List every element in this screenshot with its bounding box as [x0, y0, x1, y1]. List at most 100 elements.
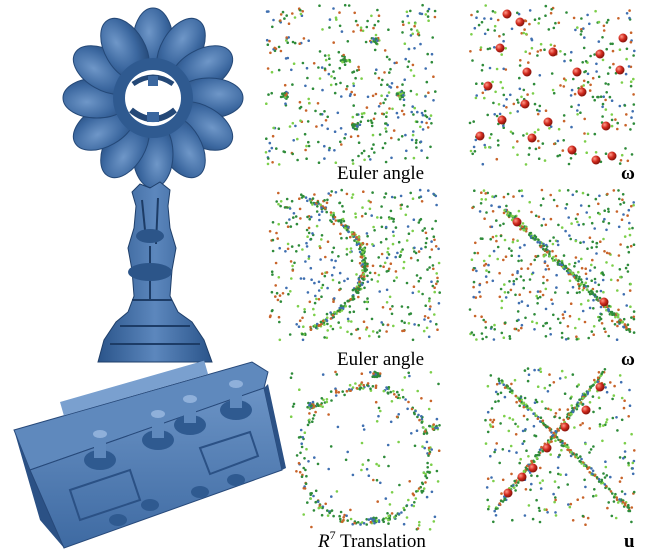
scatter-point — [393, 516, 396, 519]
port — [109, 514, 127, 526]
scatter-point — [550, 72, 554, 75]
scatter-point — [567, 503, 570, 506]
scatter-point — [498, 224, 502, 227]
scatter-point — [426, 9, 430, 13]
scatter-point — [362, 278, 365, 281]
scatter-point — [607, 309, 610, 312]
scatter-point — [437, 449, 441, 453]
scatter-point — [601, 271, 604, 274]
scatter-point — [358, 287, 361, 291]
scatter-point — [361, 206, 364, 209]
scatter-point — [428, 297, 431, 300]
scatter-point — [502, 39, 505, 43]
scatter-row2-omega — [468, 188, 636, 342]
scatter-point — [491, 279, 495, 283]
scatter-point — [574, 28, 577, 32]
scatter-point — [586, 247, 589, 250]
scatter-point — [589, 54, 592, 58]
scatter-point — [346, 277, 350, 281]
scatter-point — [513, 479, 516, 483]
scatter-point — [380, 252, 384, 256]
scatter-point — [417, 221, 421, 224]
scatter-point — [313, 301, 317, 305]
scatter-point — [493, 46, 496, 49]
scatter-point — [552, 26, 556, 30]
scatter-point — [552, 236, 555, 239]
scatter-point — [358, 384, 361, 387]
scatter-point — [435, 469, 439, 473]
scatter-point — [534, 454, 538, 457]
scatter-point — [583, 36, 586, 39]
scatter-point — [468, 121, 472, 125]
scatter-point — [581, 61, 584, 64]
scatter-point — [552, 91, 556, 95]
scatter-point — [360, 253, 364, 256]
scatter-point — [345, 514, 348, 517]
scatter-point — [430, 448, 434, 451]
scatter-point — [493, 328, 497, 331]
scatter-point — [507, 449, 511, 453]
scatter-point — [575, 275, 578, 279]
scatter-point — [334, 394, 338, 397]
scatter-point — [286, 206, 289, 209]
scatter-point — [548, 327, 552, 330]
scatter-point — [581, 191, 585, 195]
scatter-point — [357, 235, 361, 239]
scatter-point — [310, 278, 313, 282]
scatter-point — [288, 207, 292, 210]
scatter-point — [562, 77, 566, 80]
scatter-point — [371, 518, 375, 522]
scatter-point — [495, 234, 498, 238]
scatter-point — [592, 445, 595, 448]
scatter-point — [561, 313, 565, 316]
scatter-point — [340, 223, 343, 227]
scatter-point — [389, 420, 393, 424]
scatter-point — [514, 394, 518, 398]
scatter-point — [334, 259, 337, 263]
scatter-point — [405, 516, 409, 519]
scatter-point — [366, 95, 370, 99]
cluster-sphere — [577, 87, 587, 97]
scatter-point — [493, 29, 497, 32]
scatter-point — [538, 448, 542, 452]
scatter-point — [584, 267, 587, 271]
scatter-point — [491, 80, 494, 84]
scatter-point — [338, 271, 342, 275]
scatter-point — [490, 407, 494, 410]
scatter-point — [550, 431, 553, 434]
scatter-point — [536, 302, 539, 305]
scatter-point — [424, 304, 428, 308]
scatter-point — [536, 474, 539, 478]
scatter-point — [605, 390, 609, 394]
row3-left-caption: R7 Translation — [318, 529, 426, 551]
scatter-point — [566, 189, 570, 192]
scatter-point — [468, 308, 472, 311]
scatter-point — [498, 34, 501, 38]
scatter-point — [619, 159, 623, 162]
scatter-point — [497, 399, 500, 403]
scatter-point — [520, 300, 524, 303]
scatter-point — [571, 410, 575, 414]
scatter-point — [523, 19, 527, 22]
scatter-point — [395, 395, 398, 399]
cluster-sphere — [495, 43, 505, 53]
scatter-point — [544, 223, 548, 227]
scatter-point — [605, 91, 608, 94]
scatter-point — [351, 125, 355, 128]
scatter-point — [295, 454, 299, 457]
scatter-point — [552, 492, 555, 496]
scatter-point — [318, 50, 322, 53]
scatter-point — [604, 330, 607, 334]
scatter-point — [555, 273, 558, 277]
scatter-point — [304, 468, 307, 472]
scatter-point — [576, 113, 579, 116]
scatter-point — [345, 87, 348, 91]
scatter-point — [630, 204, 633, 208]
scatter-point — [503, 414, 506, 418]
scatter-point — [594, 197, 598, 201]
scatter-row3-translation — [289, 370, 441, 531]
scatter-point — [366, 274, 369, 278]
scatter-point — [615, 416, 618, 419]
scatter-point — [423, 315, 427, 318]
scatter-point — [537, 139, 540, 143]
